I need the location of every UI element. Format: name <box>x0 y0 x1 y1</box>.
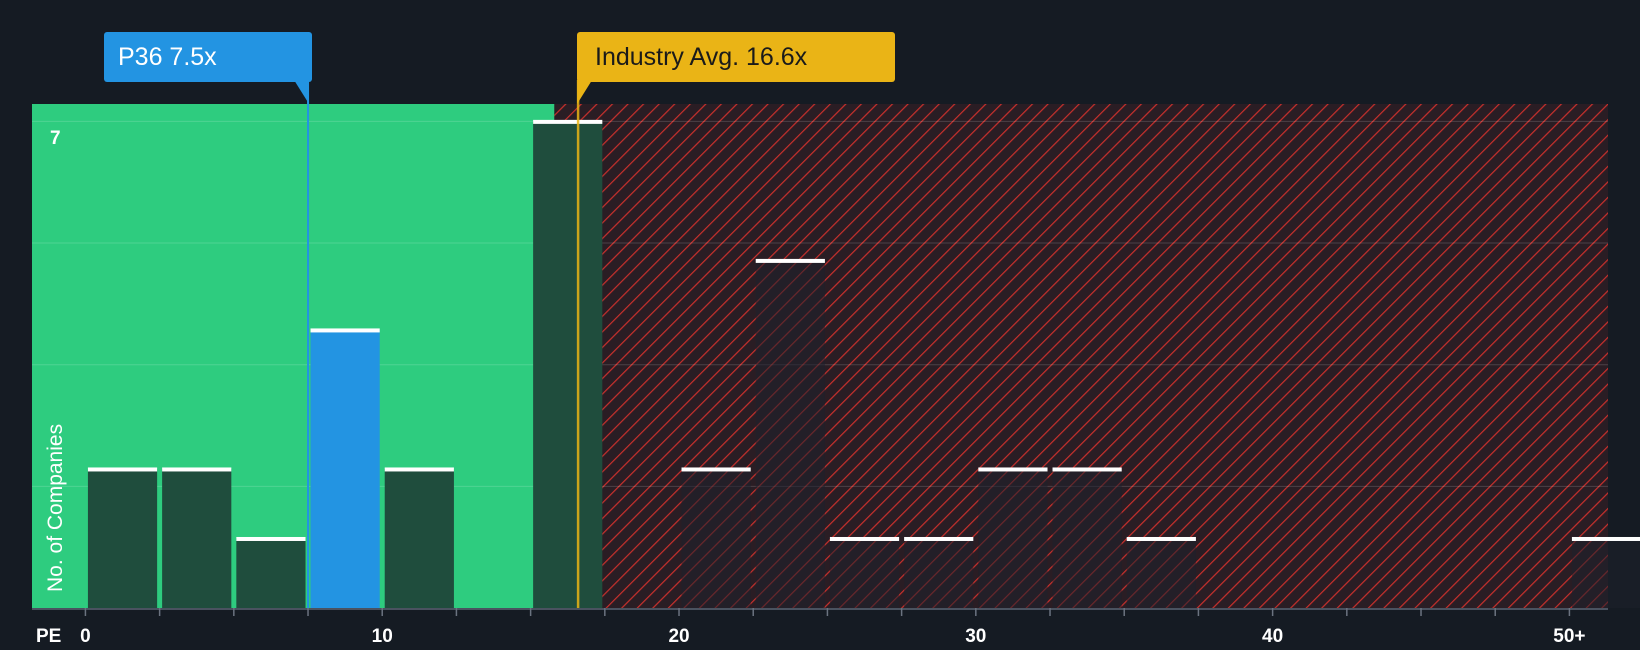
histogram-bar-cap-3 <box>310 328 380 333</box>
histogram-bar-13 <box>1571 538 1640 608</box>
x-tick-label-5: 50+ <box>1553 626 1585 647</box>
histogram-bar-cap-1 <box>162 467 232 472</box>
histogram-bar-0 <box>87 468 158 608</box>
x-tick-label-3: 30 <box>965 626 986 647</box>
x-tick-label-2: 20 <box>668 626 689 647</box>
histogram-bar-1 <box>162 468 232 608</box>
company-callout-pointer <box>294 80 310 104</box>
x-tick-label-1: 10 <box>372 626 393 647</box>
histogram-bar-cap-0 <box>87 467 158 472</box>
histogram-bar-cap-12 <box>1126 536 1196 541</box>
company-pe-callout: P36 7.5x <box>104 32 312 82</box>
histogram-bar-12 <box>1126 538 1196 608</box>
histogram-bar-cap-11 <box>1052 467 1122 472</box>
histogram-bar-cap-10 <box>978 467 1048 472</box>
histogram-bar-cap-4 <box>384 467 454 472</box>
histogram-bar-cap-7 <box>755 258 825 263</box>
y-axis-label: No. of Companies <box>44 424 67 592</box>
histogram-bar-8 <box>829 538 900 608</box>
histogram-bar-11 <box>1052 468 1122 608</box>
histogram-bar-6 <box>681 468 751 608</box>
y-tick-label-0: 7 <box>50 128 61 149</box>
x-tick-label-4: 40 <box>1262 626 1283 647</box>
histogram-bar-cap-9 <box>904 536 974 541</box>
histogram-bar-cap-6 <box>681 467 751 472</box>
industry-avg-callout: Industry Avg. 16.6x <box>577 32 895 82</box>
industry-callout-pointer <box>577 80 593 104</box>
histogram-bar-5 <box>533 121 603 609</box>
histogram-bar-7 <box>755 260 825 608</box>
histogram-bar-cap-5 <box>533 119 603 124</box>
histogram-bar-9 <box>904 538 974 608</box>
histogram-bar-cap-13 <box>1571 536 1640 541</box>
histogram-bar-10 <box>978 468 1048 608</box>
x-tick-label-0: 0 <box>80 626 91 647</box>
histogram-bar-cap-2 <box>236 536 306 541</box>
histogram-bar-3 <box>310 329 380 608</box>
x-axis-label: PE <box>36 626 61 647</box>
histogram-bar-4 <box>384 468 454 608</box>
histogram-bar-2 <box>236 538 306 608</box>
histogram-bar-cap-8 <box>829 536 900 541</box>
